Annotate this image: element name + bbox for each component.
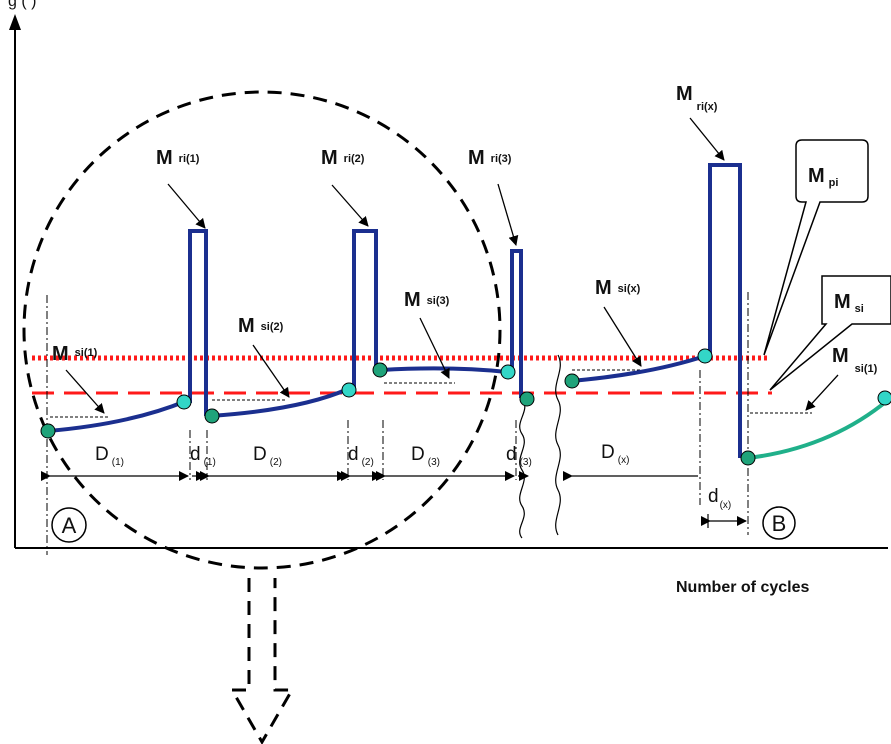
marker-A-label: A [62, 513, 77, 538]
zoom-down-arrow [229, 578, 295, 744]
end-point-x [697, 348, 713, 364]
break-squiggle-right [555, 354, 561, 536]
marker-A: A [51, 507, 87, 543]
msi-callout-box [769, 275, 891, 391]
start-point-next [740, 450, 756, 466]
pointer-mri2 [331, 184, 369, 227]
dim-label-Dx: D (x) [601, 442, 629, 466]
pointer-msi1 [65, 369, 105, 414]
x-axis-label: Number of cycles [676, 579, 809, 596]
start-point-x [564, 373, 580, 389]
peak-label-x: Mri(x) [676, 83, 718, 113]
dimension-arrows [41, 471, 747, 528]
axes [9, 14, 888, 549]
dim-label-dx: d(x) [708, 486, 731, 511]
pointer-msi1-next [805, 374, 839, 411]
end-point-next [877, 390, 891, 406]
dim-label-D3: D (3) [411, 444, 440, 468]
end-point-2 [341, 382, 357, 398]
loading-curve [47, 163, 742, 458]
break-squiggle-left [519, 399, 526, 539]
zoom-circle [22, 90, 502, 570]
dim-label-d1: d (1) [190, 444, 216, 468]
marker-B-label: B [772, 511, 787, 536]
start-point-1 [40, 423, 56, 439]
dim-label-D1: D (1) [95, 444, 124, 468]
mpi-callout-box [763, 139, 869, 356]
pointer-mrix [689, 117, 725, 161]
end-point-1 [176, 394, 192, 410]
pointer-msix [603, 306, 642, 367]
marker-B-circle [762, 506, 796, 540]
reference-lines [46, 292, 749, 555]
pointer-mri1 [167, 183, 206, 229]
label-pointers [65, 117, 839, 414]
dim-label-d3: d (3) [506, 444, 532, 468]
dim-label-d2: d (2) [348, 444, 374, 468]
pointer-msi2 [252, 344, 290, 398]
local-level-ticks [50, 369, 812, 418]
marker-B: B [762, 506, 796, 540]
pointer-msi3 [419, 317, 450, 379]
pointer-mri3 [497, 183, 519, 246]
end-point-3 [500, 364, 516, 380]
start-point-4 [519, 391, 535, 407]
curve-points [40, 348, 891, 466]
cycle-3-curve [379, 249, 523, 398]
start-point-2 [204, 408, 220, 424]
cycle-x-curve [570, 163, 742, 458]
next-cycle-curve [747, 398, 890, 460]
marker-A-circle [51, 507, 87, 543]
y-axis-arrow [9, 14, 21, 30]
dim-label-D2: D (2) [253, 444, 282, 468]
segment-label-next: Msi(1) [832, 345, 878, 375]
header-fragment: g ( ) [8, 0, 36, 10]
start-point-3 [372, 362, 388, 378]
